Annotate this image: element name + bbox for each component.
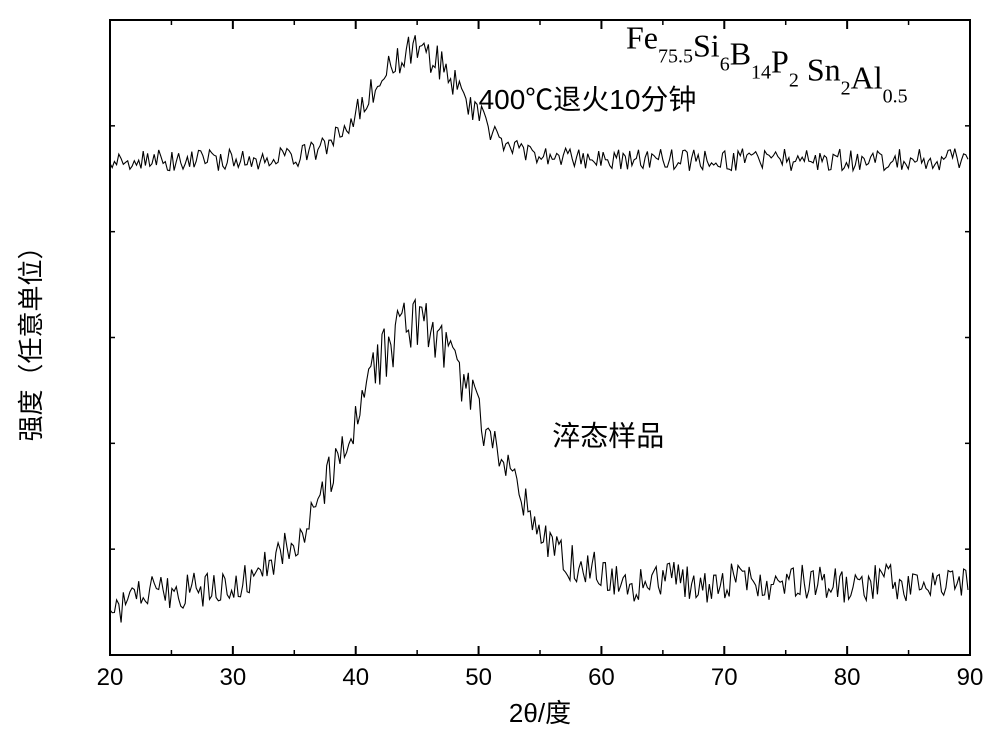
xtick-label: 20 (97, 664, 124, 691)
xtick-label: 30 (220, 664, 247, 691)
xtick-label: 90 (957, 664, 984, 691)
xtick-label: 50 (465, 664, 492, 691)
xtick-label: 70 (711, 664, 738, 691)
y-axis-label: 强度（任意单位） (16, 233, 46, 441)
xtick-label: 60 (588, 664, 615, 691)
xtick-label: 40 (342, 664, 369, 691)
annotation-anneal: 400℃退火10分钟 (479, 84, 697, 115)
xtick-label: 80 (834, 664, 861, 691)
x-axis-label: 2θ/度 (509, 698, 571, 728)
annotation-asquenched: 淬态样品 (552, 420, 664, 451)
